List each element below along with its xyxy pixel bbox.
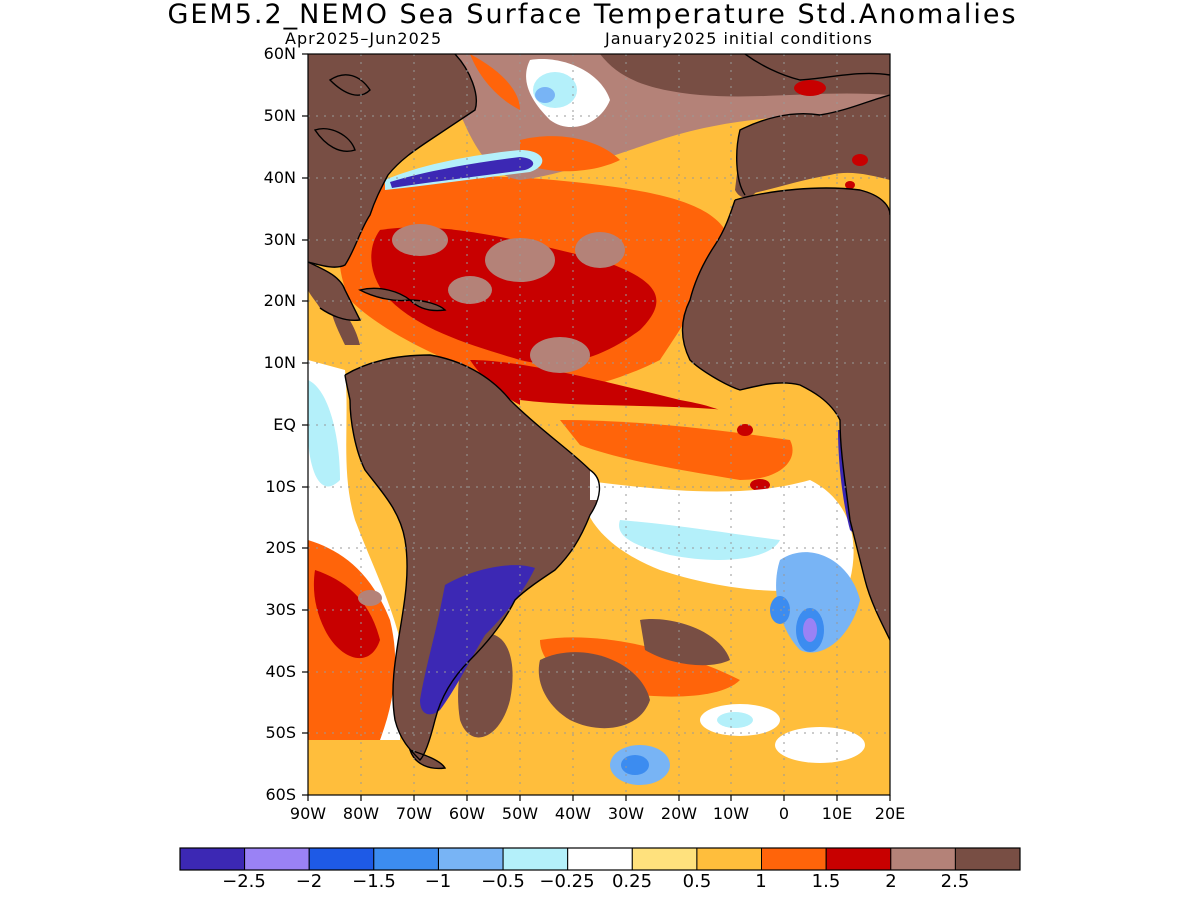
y-tick-label: 10S [265, 477, 296, 496]
x-tick-label: 10W [712, 804, 750, 823]
initial-conditions: January2025 initial conditions [605, 29, 873, 48]
colorbar-label: 1 [755, 871, 767, 892]
colorbar-label: −1 [424, 871, 452, 892]
colorbar-label: 0.5 [682, 871, 712, 892]
y-tick-label: 50S [265, 723, 296, 742]
colorbar-label: 1.5 [811, 871, 841, 892]
x-tick-label: 0 [778, 804, 790, 823]
y-tick-label: 40S [265, 662, 296, 681]
axis-ticks [302, 53, 891, 801]
x-tick-label: 80W [342, 804, 380, 823]
x-tick-label: 20E [874, 804, 906, 823]
y-tick-label: 50N [263, 106, 296, 125]
colorbar-label: −2 [295, 871, 323, 892]
y-tick-label: 60N [263, 44, 296, 63]
x-tick-label: 40W [554, 804, 592, 823]
graticule [308, 54, 890, 795]
colorbar-swatch [308, 847, 375, 871]
colorbar-label: −0.5 [481, 871, 525, 892]
forecast-period: Apr2025–Jun2025 [285, 29, 443, 48]
coastlines [308, 54, 890, 770]
patagonia-cold-anomaly [420, 565, 535, 715]
chart-title: GEM5.2_NEMO Sea Surface Temperature Std.… [167, 0, 1018, 30]
colorbar-label: 0.25 [611, 871, 653, 892]
colorbar-swatch [373, 847, 439, 871]
y-tick-label: 20N [263, 291, 296, 310]
y-tick-label: 60S [265, 785, 296, 804]
colorbar-swatch [631, 847, 698, 871]
y-tick-label: 30S [265, 600, 296, 619]
colorbar-swatch [567, 847, 633, 871]
colorbar-swatch [438, 847, 504, 871]
map-plot-area [308, 54, 890, 795]
colorbar-label: −0.25 [539, 871, 595, 892]
x-tick-label: 10E [821, 804, 853, 823]
colorbar-label: −1.5 [352, 871, 396, 892]
colorbar-label: 2 [885, 871, 897, 892]
x-tick-label: 60W [448, 804, 486, 823]
colorbar-swatch [696, 847, 763, 871]
y-tick-label: EQ [273, 415, 296, 434]
y-tick-label: 20S [265, 538, 296, 557]
x-tick-label: 20W [660, 804, 698, 823]
colorbar [179, 847, 1021, 871]
colorbar-label: 2.5 [940, 871, 970, 892]
y-tick-label: 30N [263, 230, 296, 249]
x-tick-label: 50W [501, 804, 539, 823]
colorbar-swatch [244, 847, 310, 871]
colorbar-swatch [890, 847, 956, 871]
x-tick-label: 90W [289, 804, 327, 823]
x-tick-label: 70W [395, 804, 433, 823]
y-tick-label: 40N [263, 168, 296, 187]
colorbar-swatch [761, 847, 827, 871]
x-tick-label: 30W [607, 804, 645, 823]
colorbar-label: −2.5 [222, 871, 266, 892]
land [308, 54, 890, 769]
colorbar-swatch [954, 847, 1021, 871]
colorbar-swatch [179, 847, 246, 871]
colorbar-swatch [825, 847, 892, 871]
colorbar-swatch [502, 847, 569, 871]
y-tick-label: 10N [263, 353, 296, 372]
